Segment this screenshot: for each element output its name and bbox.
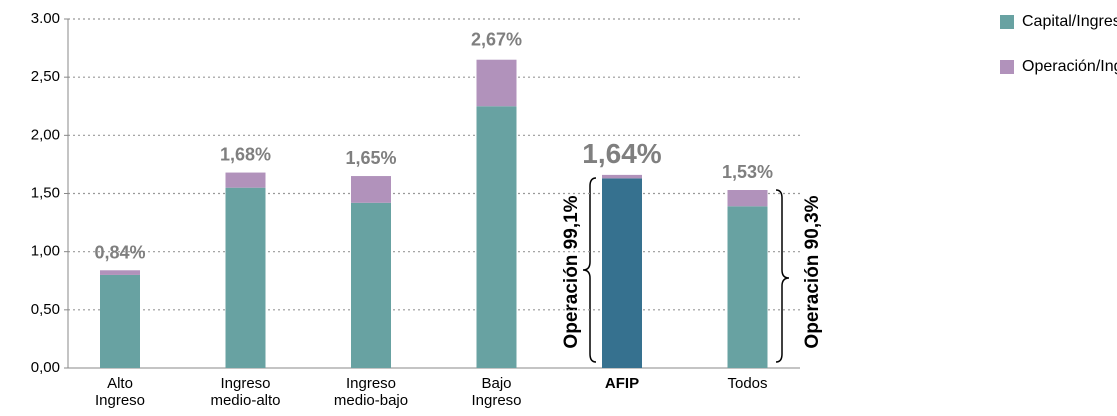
legend-swatch: [1000, 60, 1014, 74]
bar-segment: [351, 176, 391, 203]
bar-segment: [602, 178, 642, 368]
annotation: Operación 99,1%: [561, 195, 582, 348]
x-tick-label: Todos: [727, 375, 767, 392]
total-label: 0,84%: [94, 242, 145, 262]
brace: [775, 189, 790, 363]
x-tick-label: Bajo Ingreso: [471, 375, 521, 409]
bar-segment: [602, 174, 642, 179]
y-tick-label: 1,00: [31, 243, 60, 260]
total-label: 1,65%: [345, 148, 396, 168]
annotation: Operación 90,3%: [802, 195, 823, 348]
y-tick-label: 3.00: [31, 10, 60, 27]
bar-segment: [727, 190, 768, 207]
total-label: 1,64%: [582, 138, 661, 169]
bar-segment: [100, 270, 140, 275]
total-label: 1,53%: [722, 162, 773, 182]
legend-label: Operación/Ingresos: [1022, 58, 1117, 75]
bar-segment: [225, 187, 266, 368]
x-tick-label: Ingreso medio-alto: [210, 375, 280, 409]
bar-segment: [476, 59, 517, 107]
brace: [582, 177, 597, 363]
y-tick-label: 0,50: [31, 301, 60, 318]
y-tick-label: 1,50: [31, 184, 60, 201]
total-label: 1,68%: [220, 145, 271, 165]
bar-segment: [476, 106, 517, 368]
x-tick-label: Alto Ingreso: [95, 375, 145, 409]
y-tick-label: 2,50: [31, 68, 60, 85]
legend-swatch: [1000, 15, 1014, 29]
bar-segment: [351, 202, 391, 368]
bar-segment: [727, 206, 768, 368]
bar-segment: [100, 274, 140, 368]
x-tick-label: Ingreso medio-bajo: [334, 375, 408, 409]
x-tick-label: AFIP: [605, 375, 639, 392]
y-tick-label: 2,00: [31, 126, 60, 143]
total-label: 2,67%: [471, 29, 522, 49]
legend-label: Capital/Ingresos: [1022, 13, 1117, 30]
bar-segment: [225, 172, 266, 188]
y-tick-label: 0,00: [31, 359, 60, 376]
